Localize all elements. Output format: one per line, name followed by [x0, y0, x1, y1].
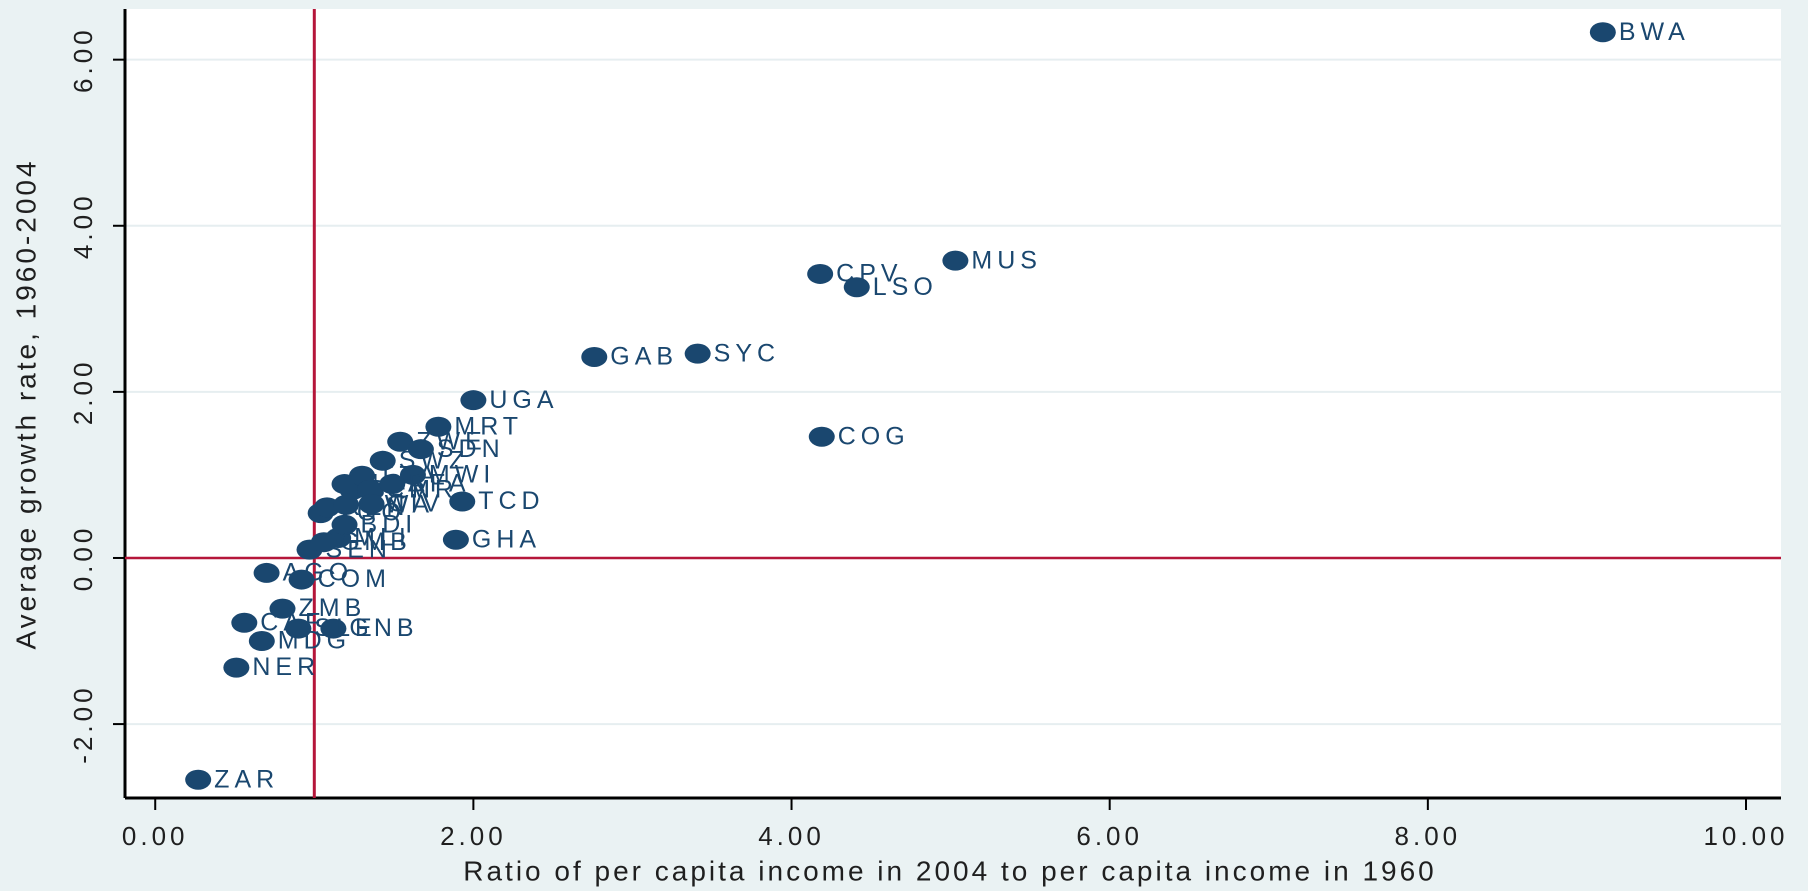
x-axis-title: Ratio of per capita income in 2004 to pe…	[463, 855, 1436, 886]
x-tick-label: 2.00	[440, 821, 507, 851]
point-label: CIV	[388, 490, 445, 518]
point	[808, 426, 835, 447]
point	[807, 263, 834, 284]
point-label: GAB	[610, 343, 678, 371]
point	[310, 532, 337, 553]
point-label: GNB	[349, 614, 418, 642]
plot-area	[125, 9, 1781, 798]
y-tick-label: 4.00	[68, 192, 98, 259]
point-label: COM	[318, 565, 391, 593]
x-tick-label: 0.00	[122, 821, 189, 851]
point	[369, 450, 396, 471]
point	[399, 464, 426, 485]
point	[581, 346, 608, 367]
point-label: SLE	[314, 614, 376, 642]
point-label: MWI	[429, 461, 495, 489]
x-tick-label: 10.00	[1703, 821, 1788, 851]
point	[231, 612, 258, 633]
point-label: BDI	[361, 510, 418, 538]
point	[379, 474, 406, 495]
y-tick-label: 6.00	[68, 26, 98, 93]
point-label: SDN	[437, 435, 505, 463]
point-label: BFA	[408, 470, 470, 498]
point	[358, 493, 385, 514]
point	[185, 769, 212, 790]
y-axis-title: Average growth rate, 1960-2004	[10, 158, 41, 649]
point-label: GMB	[340, 528, 412, 556]
point-label: UGA	[489, 386, 558, 414]
point-label: MRT	[454, 412, 523, 440]
y-tick-label: 2.00	[68, 359, 98, 426]
y-tick-label: 0.00	[68, 525, 98, 592]
point	[314, 497, 341, 518]
point-label: TCD	[478, 487, 544, 515]
point	[248, 631, 275, 652]
point	[387, 431, 414, 452]
point	[684, 343, 711, 364]
point	[223, 657, 250, 678]
point-label: SYC	[714, 339, 780, 367]
y-tick-label: -2.00	[68, 684, 98, 763]
point	[449, 491, 476, 512]
point	[460, 390, 487, 411]
point	[285, 618, 312, 639]
point	[407, 439, 434, 460]
point	[1589, 22, 1616, 43]
point-label: LSO	[873, 273, 938, 301]
x-tick-label: 6.00	[1076, 821, 1143, 851]
point-label: MLI	[354, 524, 411, 552]
point	[942, 250, 969, 271]
x-tick-label: 8.00	[1395, 821, 1462, 851]
point-label: COG	[838, 422, 910, 450]
point	[425, 416, 452, 437]
point-label: ZMB	[298, 594, 366, 622]
point	[288, 569, 315, 590]
x-tick-label: 4.00	[758, 821, 825, 851]
point-label: MUS	[971, 246, 1042, 274]
point	[843, 277, 870, 298]
point-label: BWA	[1619, 18, 1690, 46]
point	[269, 598, 296, 619]
point-label: GHA	[472, 525, 541, 553]
point	[442, 529, 469, 550]
point	[320, 618, 347, 639]
point-label: NER	[252, 653, 320, 681]
point-label: ZAR	[214, 765, 279, 793]
point	[331, 514, 358, 535]
point	[253, 562, 280, 583]
